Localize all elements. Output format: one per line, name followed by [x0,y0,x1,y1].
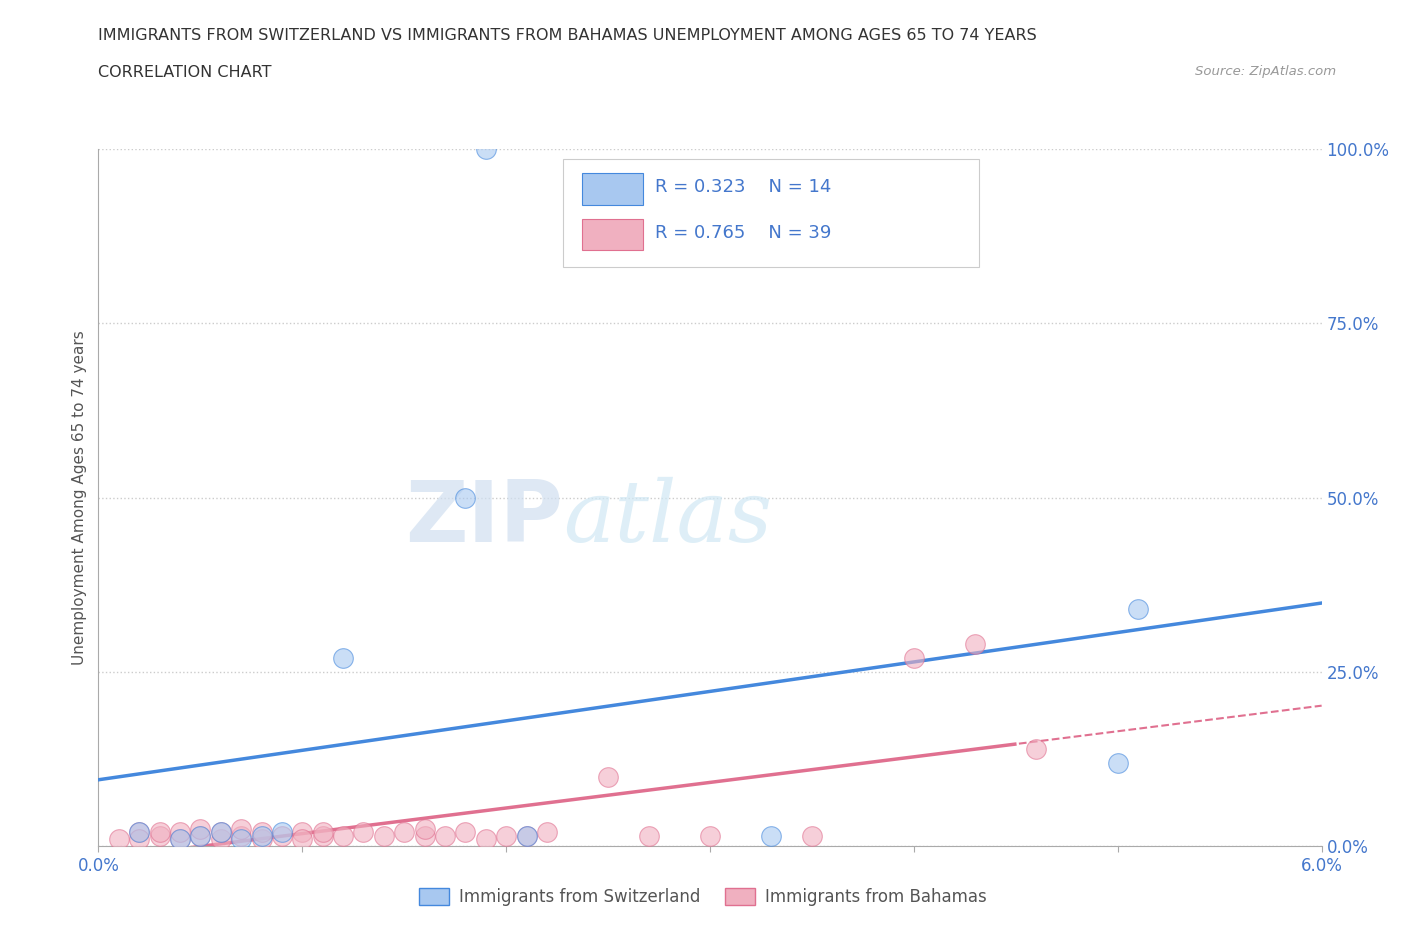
Point [128,825,150,840]
Point [474,141,498,156]
Point [332,651,354,666]
Point [188,821,212,836]
Text: ZIP: ZIP [405,477,564,560]
Point [149,829,172,844]
Point [231,829,253,844]
Point [311,829,335,844]
Point [392,825,416,840]
Point [761,829,783,844]
Point [250,829,273,844]
Point [1025,741,1047,756]
Point [270,829,292,844]
Point [903,651,925,666]
Point [699,829,721,844]
Point [188,829,212,844]
Point [209,825,232,840]
Point [801,829,824,844]
Point [209,832,232,847]
Point [270,825,292,840]
Point [637,829,661,844]
Point [474,832,498,847]
Point [352,825,374,840]
Point [963,637,986,652]
Y-axis label: Unemployment Among Ages 65 to 74 years: Unemployment Among Ages 65 to 74 years [72,330,87,665]
Point [169,832,191,847]
Bar [582,219,643,250]
Point [598,769,620,784]
Point [128,825,150,840]
Point [373,829,395,844]
Text: CORRELATION CHART: CORRELATION CHART [98,65,271,80]
Point [433,829,456,844]
Point [291,832,314,847]
Point [516,829,538,844]
Point [149,825,172,840]
Point [536,825,558,840]
Point [413,829,436,844]
Point [332,829,354,844]
Text: Source: ZipAtlas.com: Source: ZipAtlas.com [1195,65,1336,78]
Point [108,832,131,847]
Point [231,821,253,836]
Point [250,832,273,847]
Point [128,832,150,847]
Point [1107,755,1129,770]
Point [250,825,273,840]
Point [495,829,517,844]
Point [516,829,538,844]
Point [1128,602,1150,617]
Point [311,825,335,840]
Point [231,832,253,847]
Text: R = 0.765    N = 39: R = 0.765 N = 39 [655,223,831,242]
Text: R = 0.323    N = 14: R = 0.323 N = 14 [655,179,831,196]
Point [454,490,477,505]
Point [169,825,191,840]
Text: IMMIGRANTS FROM SWITZERLAND VS IMMIGRANTS FROM BAHAMAS UNEMPLOYMENT AMONG AGES 6: IMMIGRANTS FROM SWITZERLAND VS IMMIGRANT… [98,28,1038,43]
FancyBboxPatch shape [564,159,979,268]
Point [209,825,232,840]
Point [291,825,314,840]
Bar [582,173,643,205]
Text: atlas: atlas [564,477,772,560]
Point [454,825,477,840]
Point [169,832,191,847]
Point [188,829,212,844]
Point [413,821,436,836]
Legend: Immigrants from Switzerland, Immigrants from Bahamas: Immigrants from Switzerland, Immigrants … [412,881,994,912]
